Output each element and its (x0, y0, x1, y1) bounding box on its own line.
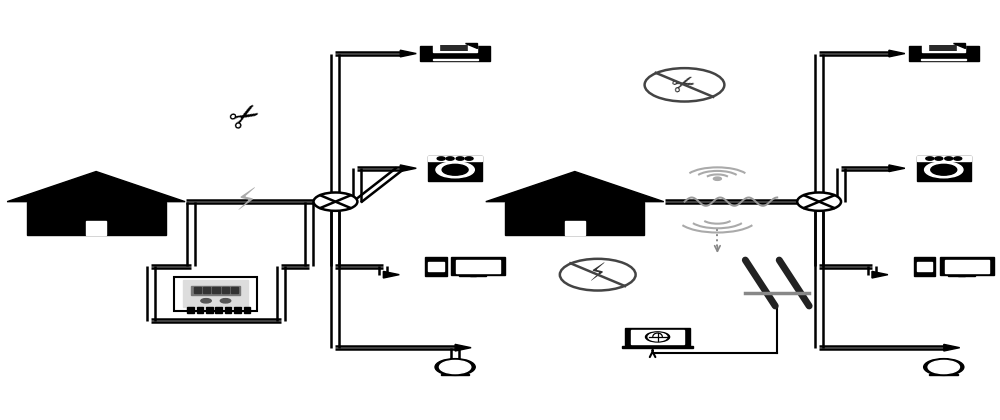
Polygon shape (7, 171, 185, 202)
Circle shape (314, 192, 357, 211)
Bar (231, 287, 238, 294)
Bar (917, 156, 971, 161)
Bar (428, 156, 482, 161)
Bar (625, 328, 690, 346)
Bar (631, 330, 684, 344)
Polygon shape (486, 171, 664, 202)
Text: ⚡: ⚡ (235, 187, 256, 216)
Bar (922, 43, 965, 52)
Bar (174, 276, 257, 311)
Bar (451, 257, 505, 275)
Bar (433, 43, 477, 52)
Text: ✂: ✂ (224, 96, 267, 141)
Circle shape (648, 333, 667, 341)
Bar (194, 287, 201, 294)
Circle shape (924, 359, 964, 375)
Bar (948, 275, 975, 276)
Bar (225, 307, 231, 313)
Bar (86, 221, 106, 235)
Polygon shape (872, 271, 888, 278)
Bar (958, 274, 965, 276)
Bar (197, 307, 203, 313)
Circle shape (926, 157, 934, 160)
Polygon shape (889, 50, 905, 57)
Circle shape (465, 157, 473, 160)
Circle shape (456, 157, 464, 160)
Circle shape (439, 360, 471, 373)
Bar (456, 260, 500, 273)
Bar (940, 257, 994, 275)
Circle shape (220, 299, 231, 303)
Bar (222, 287, 229, 294)
Polygon shape (944, 344, 960, 351)
Circle shape (928, 360, 959, 373)
Circle shape (442, 164, 468, 175)
Polygon shape (465, 43, 477, 48)
Circle shape (436, 162, 474, 178)
Circle shape (446, 157, 454, 160)
Bar (929, 374, 958, 375)
Bar (459, 275, 486, 276)
Bar (420, 46, 490, 61)
Bar (443, 372, 467, 374)
Bar (27, 202, 166, 235)
Bar (917, 156, 971, 181)
Circle shape (925, 162, 963, 178)
Bar (932, 372, 956, 374)
Circle shape (713, 177, 721, 180)
Polygon shape (953, 43, 965, 48)
Circle shape (201, 299, 211, 303)
Circle shape (954, 157, 962, 160)
Circle shape (797, 192, 841, 211)
Circle shape (945, 157, 953, 160)
Bar (215, 307, 222, 313)
Bar (187, 307, 194, 313)
Bar (234, 307, 241, 313)
Bar (206, 307, 213, 313)
Bar (921, 59, 966, 60)
Bar (914, 257, 935, 276)
Text: ✂: ✂ (669, 68, 700, 102)
Circle shape (931, 164, 957, 175)
Bar (203, 287, 210, 294)
Bar (917, 262, 932, 271)
Bar (244, 307, 250, 313)
Circle shape (935, 157, 943, 160)
Bar (934, 371, 953, 372)
Bar (441, 374, 469, 375)
Circle shape (437, 157, 445, 160)
Bar (425, 257, 447, 276)
Bar (909, 46, 979, 61)
Text: ⚡: ⚡ (589, 262, 606, 287)
Circle shape (435, 359, 475, 375)
Bar (446, 371, 465, 372)
Bar (212, 287, 220, 294)
Polygon shape (455, 344, 471, 351)
Bar (428, 262, 444, 271)
Bar (470, 274, 476, 276)
Bar (428, 156, 482, 181)
Bar (565, 221, 585, 235)
Bar (505, 202, 644, 235)
Polygon shape (889, 165, 905, 172)
Polygon shape (400, 50, 416, 57)
Circle shape (645, 332, 670, 342)
Bar (183, 280, 248, 307)
Bar (945, 260, 989, 273)
Polygon shape (400, 165, 416, 172)
Bar (191, 286, 240, 295)
Bar (433, 59, 478, 60)
Polygon shape (383, 271, 399, 278)
Bar (622, 346, 693, 348)
